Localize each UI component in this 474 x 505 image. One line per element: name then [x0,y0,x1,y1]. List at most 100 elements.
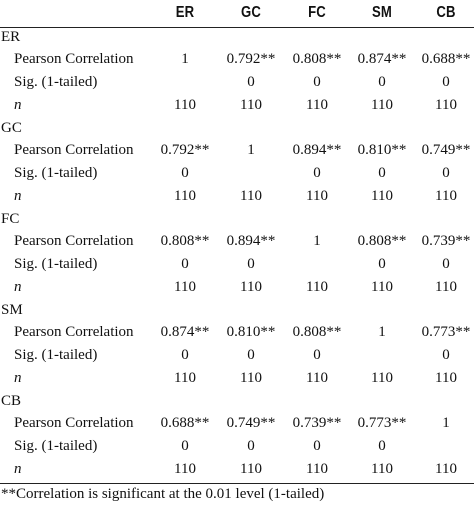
column-header-cb: CB [436,4,456,21]
table-cell: 0 [313,74,321,90]
table-cell: 0.739** [421,233,471,249]
table-cell: 0 [442,256,450,272]
table-cell: 0.773** [357,415,407,431]
table-row: Pearson Correlation 0.874** 0.810** 0.808**… [0,324,474,346]
table-cell: 110 [174,370,196,386]
row-label: Sig. (1-tailed) [14,256,98,272]
row-label: Pearson Correlation [14,142,134,158]
table-cell: 0 [378,256,386,272]
table-cell: 110 [371,370,393,386]
table-cell: 0.874** [160,324,210,340]
table-cell: 0.808** [160,233,210,249]
group-label: FC [1,211,20,227]
table-cell: 0.810** [357,142,407,158]
table-cell: 0.894** [226,233,276,249]
table-row: n 110 110 110 110 110 [0,97,474,119]
table-cell: 0 [313,347,321,363]
table-cell: 110 [435,279,457,295]
table-cell: 0.773** [421,324,471,340]
table-cell: 0 [247,256,255,272]
bottom-rule [0,483,474,484]
table-row: n 110 110 110 110 110 [0,461,474,483]
row-label: Sig. (1-tailed) [14,165,98,181]
table-cell: 0.808** [357,233,407,249]
footnote: **Correlation is significant at the 0.01… [1,486,325,502]
table-cell: 0 [181,165,189,181]
table-cell: 110 [435,370,457,386]
table-cell: 0 [442,74,450,90]
table-cell: 110 [174,461,196,477]
table-cell: 110 [240,188,262,204]
group-label: CB [1,393,22,409]
table-cell: 110 [371,97,393,113]
row-label: n [14,97,22,113]
row-label: n [14,461,22,477]
table-row: n 110 110 110 110 110 [0,370,474,392]
table-cell: 0.808** [292,324,342,340]
column-header-sm: SM [371,4,393,21]
row-label: Sig. (1-tailed) [14,347,98,363]
row-label: n [14,370,22,386]
table-row: Sig. (1-tailed) 0 0 0 0 [0,165,474,187]
table-cell: 0 [313,165,321,181]
table-cell: 110 [240,370,262,386]
table-cell: 0 [378,438,386,454]
row-label: Sig. (1-tailed) [14,74,98,90]
table-row: Sig. (1-tailed) 0 0 0 0 [0,438,474,460]
table-header: ER GC FC SM CB [0,0,474,28]
row-label: Pearson Correlation [14,51,134,67]
table-cell: 0 [442,347,450,363]
table-cell: 110 [240,279,262,295]
table-cell: 110 [174,279,196,295]
table-cell: 0.739** [292,415,342,431]
table-cell: 110 [174,97,196,113]
table-row: Sig. (1-tailed) 0 0 0 0 [0,347,474,369]
table-cell: 0 [378,165,386,181]
table-cell: 110 [435,188,457,204]
table-cell: 0 [181,347,189,363]
table-cell: 110 [306,279,328,295]
table-cell: 110 [371,188,393,204]
table-cell: 0 [378,74,386,90]
table-cell: 0.688** [160,415,210,431]
table-row: n 110 110 110 110 110 [0,279,474,301]
table-row: Pearson Correlation 1 0.792** 0.808** 0.874*… [0,51,474,73]
table-cell: 0.749** [421,142,471,158]
group-label: ER [1,29,21,45]
table-cell: 0 [181,256,189,272]
row-label: Pearson Correlation [14,415,134,431]
table-row: Sig. (1-tailed) 0 0 0 0 [0,256,474,278]
table-cell: 0 [247,347,255,363]
table-cell: 0.894** [292,142,342,158]
table-row: n 110 110 110 110 110 [0,188,474,210]
group-label: SM [1,302,23,318]
table-cell: 0.808** [292,51,342,67]
table-cell: 110 [240,461,262,477]
header-rule [0,27,474,28]
row-label: Pearson Correlation [14,233,134,249]
table-cell: 1 [442,415,450,431]
column-header-gc: GC [240,4,262,21]
table-row: Pearson Correlation 0.792** 1 0.894** 0.810*… [0,142,474,164]
table-cell: 0 [247,74,255,90]
table-row: Pearson Correlation 0.808** 0.894** 1 0.808*… [0,233,474,255]
table-cell: 110 [435,461,457,477]
column-header-er: ER [175,4,195,21]
table-cell: 110 [306,97,328,113]
table-cell: 1 [181,51,189,67]
table-cell: 0.749** [226,415,276,431]
table-cell: 0.810** [226,324,276,340]
table-cell: 0.874** [357,51,407,67]
table-cell: 110 [306,461,328,477]
table-cell: 0 [442,165,450,181]
table-cell: 0 [313,438,321,454]
table-cell: 0.792** [226,51,276,67]
table-cell: 1 [313,233,321,249]
row-label: Sig. (1-tailed) [14,438,98,454]
column-header-fc: FC [308,4,326,21]
table-row: Sig. (1-tailed) 0 0 0 0 [0,74,474,96]
table-cell: 0.688** [421,51,471,67]
table-cell: 110 [371,279,393,295]
row-label: n [14,188,22,204]
table-cell: 0 [181,438,189,454]
